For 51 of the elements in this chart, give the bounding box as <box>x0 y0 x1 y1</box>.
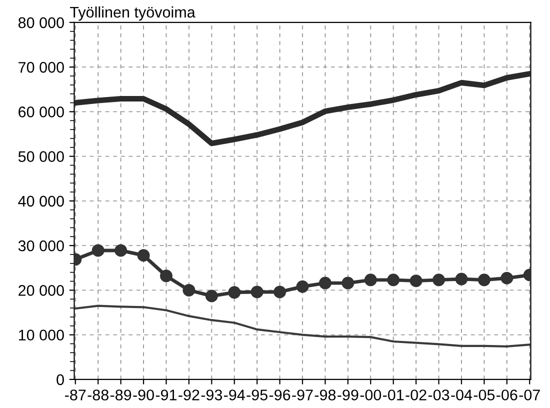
x-tick-label: -92 <box>178 390 200 400</box>
x-tick-label: -04 <box>451 390 472 400</box>
point <box>182 284 196 296</box>
x-tick-label: -91 <box>156 390 177 400</box>
x-tick-label: -96 <box>269 390 290 400</box>
point <box>410 274 422 288</box>
point <box>250 286 264 298</box>
y-tick-label: 80 000 <box>18 17 64 28</box>
point <box>137 249 150 262</box>
point <box>160 270 172 282</box>
point <box>296 280 309 293</box>
x-tick-label: -01 <box>382 390 404 400</box>
x-tick-label: -02 <box>406 390 426 400</box>
point <box>387 274 400 286</box>
x-tick-label: -94 <box>224 390 245 400</box>
x-tick-label: -98 <box>314 390 336 400</box>
y-tick-label: 0 <box>56 374 64 386</box>
x-tick-label: -99 <box>338 390 358 400</box>
x-tick-label: -06 <box>496 390 518 400</box>
point <box>432 274 446 286</box>
x-tick-label: -05 <box>474 390 495 400</box>
point <box>318 276 332 290</box>
x-tick-label: -07 <box>519 390 540 400</box>
y-tick-label: 20 000 <box>18 285 64 296</box>
point <box>500 272 514 284</box>
point <box>228 286 241 299</box>
y-tick-label: 40 000 <box>18 196 64 207</box>
x-tick-label: -93 <box>201 390 222 400</box>
point <box>455 272 468 286</box>
x-tick-label: -00 <box>360 390 382 400</box>
y-axis-title: Työllinen työvoima <box>70 6 196 21</box>
y-tick-label: 70 000 <box>18 62 64 73</box>
x-tick-label: -95 <box>246 390 268 400</box>
point <box>478 274 490 286</box>
y-tick-label: 30 000 <box>18 240 64 252</box>
x-tick-label: -03 <box>428 390 450 400</box>
y-tick-label: 50 000 <box>18 151 64 162</box>
x-tick-label: -87 <box>65 390 86 400</box>
point <box>92 244 104 257</box>
point <box>205 290 218 302</box>
point <box>114 244 128 257</box>
x-tick-label: -89 <box>110 390 132 400</box>
x-tick-label: -88 <box>88 390 108 400</box>
y-tick-label: 60 000 <box>18 106 64 118</box>
point <box>274 286 286 298</box>
point <box>364 274 377 286</box>
line-series <box>74 304 531 348</box>
x-tick-label: -90 <box>133 390 154 400</box>
x-tick-label: -97 <box>292 390 313 400</box>
y-tick-label: 10 000 <box>18 330 64 340</box>
point <box>342 276 354 290</box>
